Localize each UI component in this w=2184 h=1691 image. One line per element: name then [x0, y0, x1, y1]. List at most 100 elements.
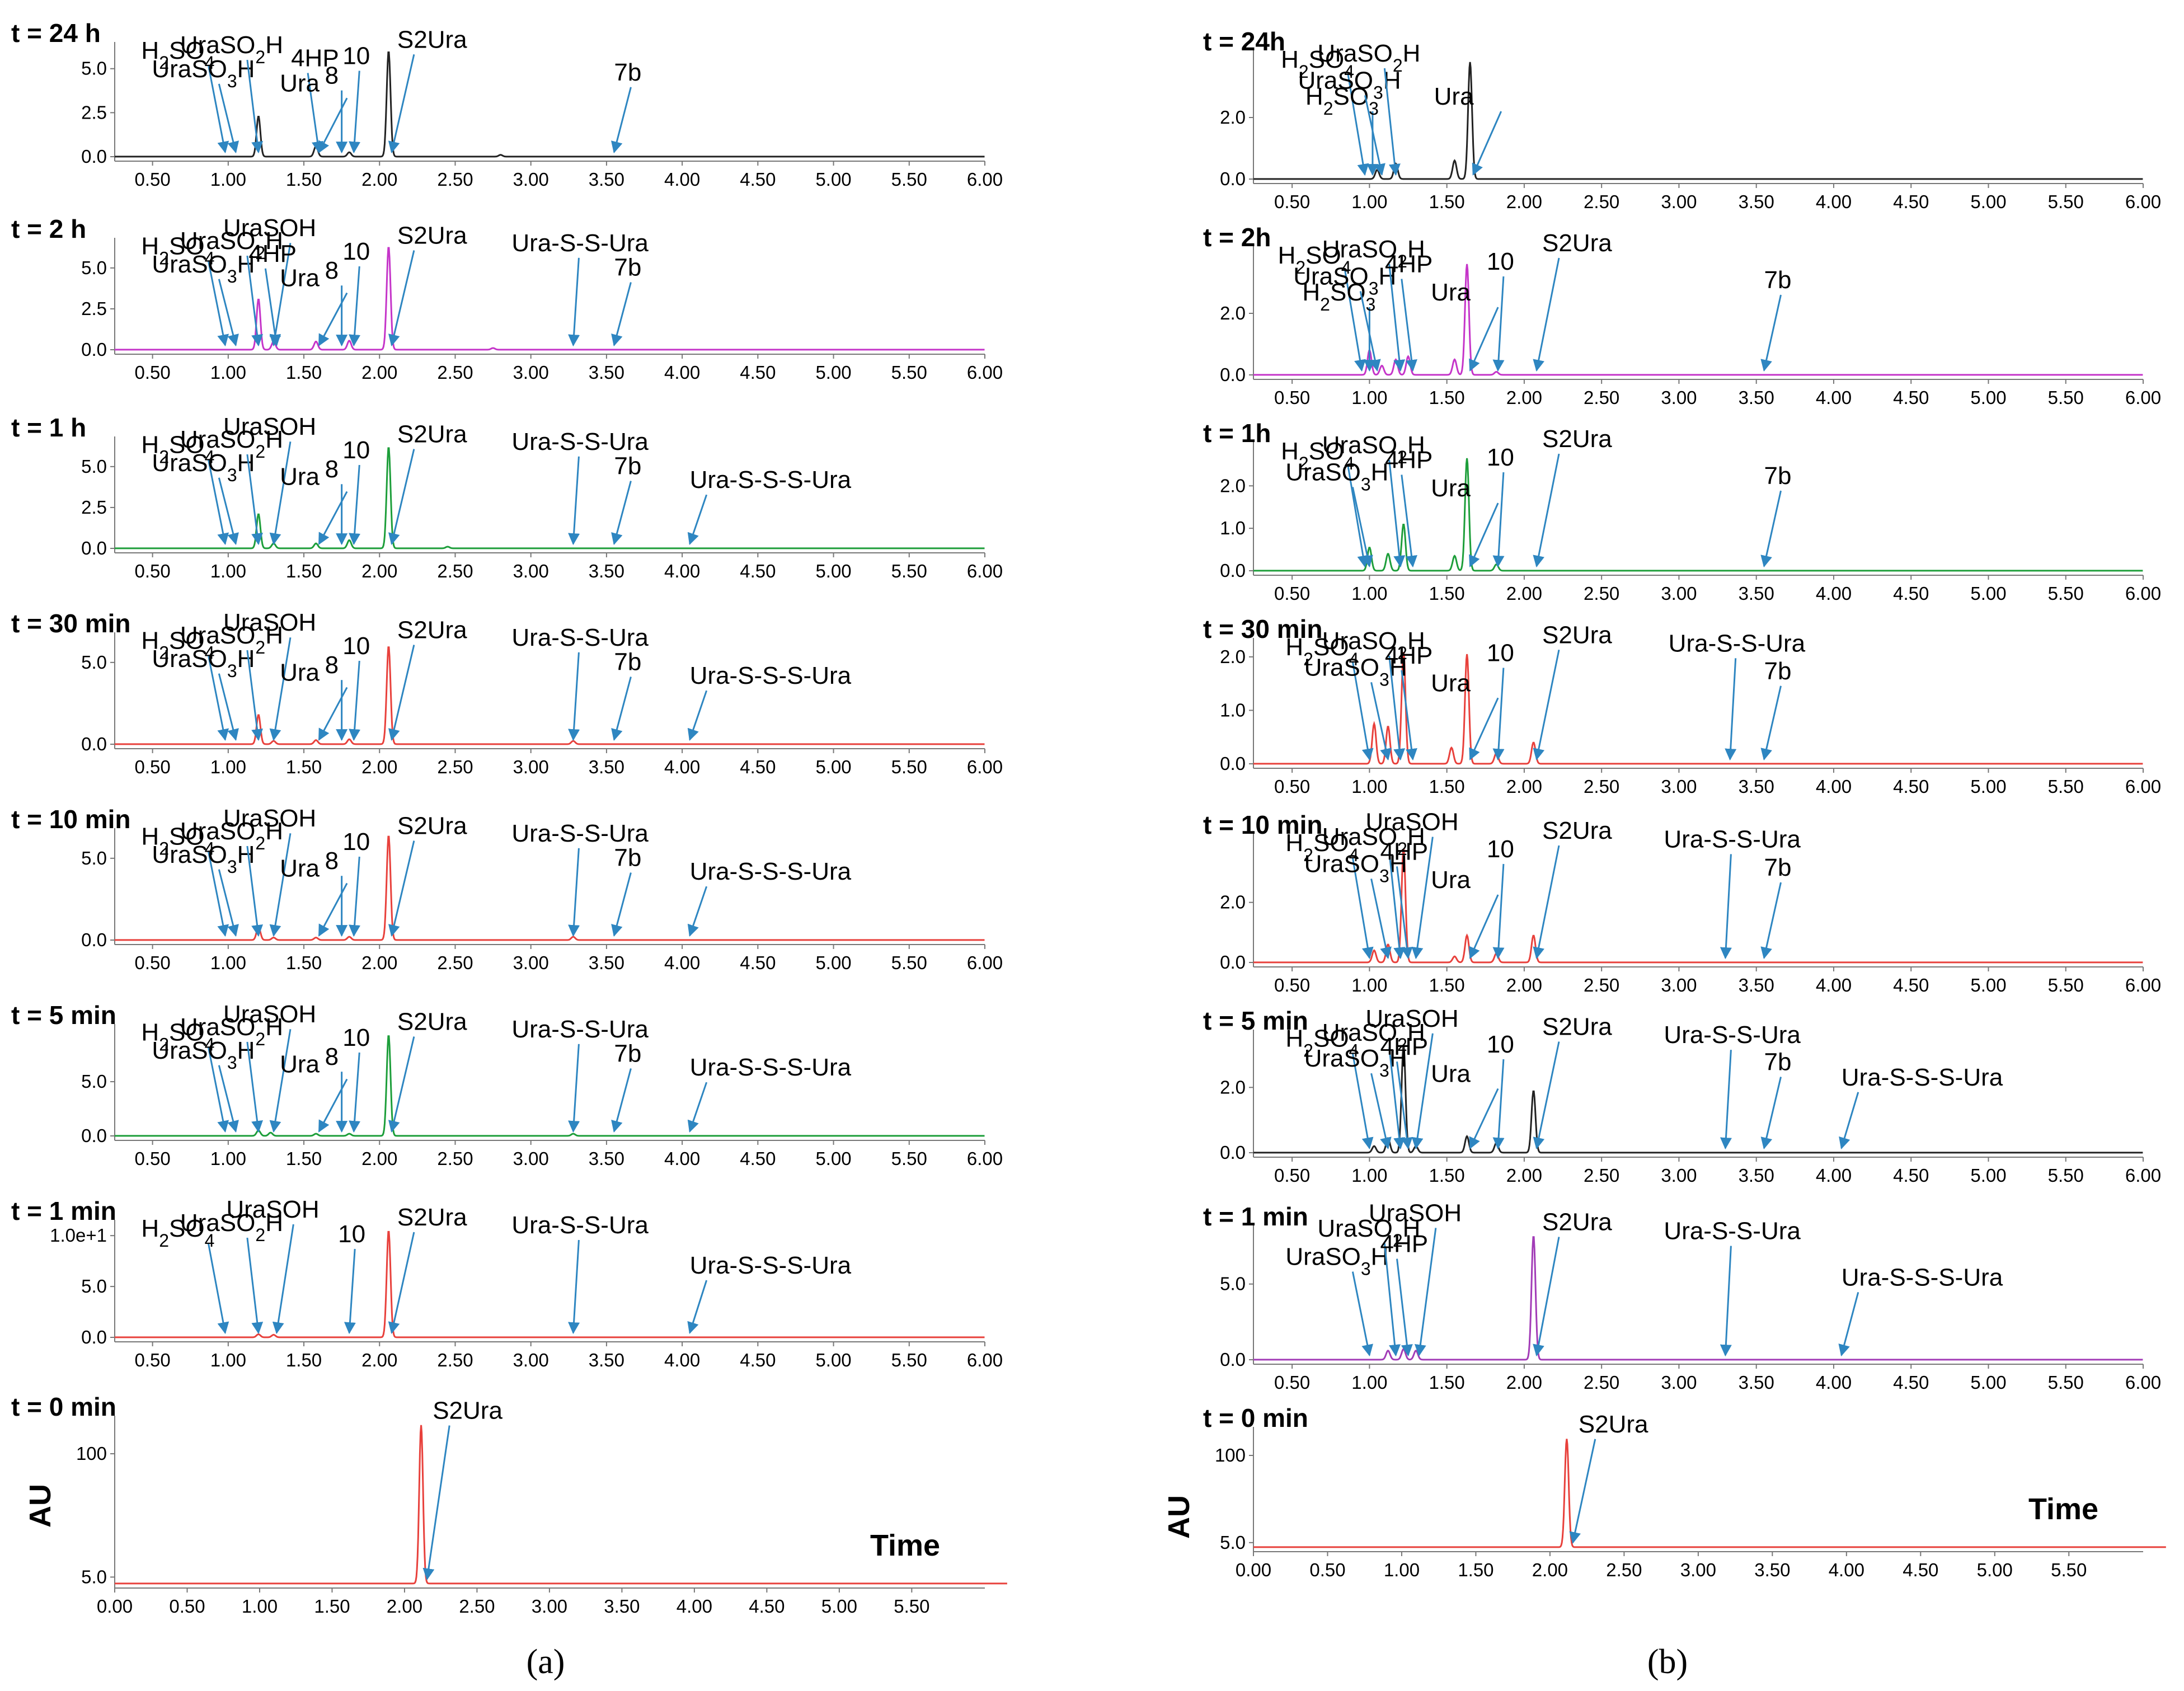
annotation-arrow [687, 1280, 708, 1335]
annotation-arrow [246, 255, 263, 347]
annotation-arrow [349, 71, 361, 154]
peak-label: UraSOH [226, 1196, 319, 1223]
annotation-arrow [246, 650, 263, 741]
peak-label: Ura [1434, 83, 1474, 110]
peak-label: Ura-S-S-S-Ura [690, 662, 852, 689]
x-tick-label: 4.00 [1816, 583, 1852, 604]
peak-label: Ura [280, 855, 320, 882]
annotation-arrow [388, 54, 415, 154]
peak-label: UraSO3H [152, 645, 255, 681]
annotation-arrow [269, 242, 292, 347]
x-tick-label: 1.00 [242, 1596, 278, 1617]
x-tick-label: 6.00 [967, 952, 1003, 973]
annotation-arrow [349, 464, 361, 546]
peak-label: Ura [1431, 866, 1471, 894]
peak-label: 8 [325, 1043, 339, 1070]
peak-label: Ura [280, 659, 320, 687]
annotation-arrow [349, 856, 361, 937]
peak-label: S2Ura [397, 222, 467, 250]
x-tick-label: 6.00 [2125, 191, 2161, 212]
x-tick-label: 2.00 [361, 1148, 397, 1169]
peak-label: 7b [1764, 854, 1792, 881]
annotation-arrow [1760, 882, 1782, 960]
x-tick-label: 4.50 [740, 1350, 776, 1370]
x-tick-label: 4.50 [1893, 776, 1929, 797]
y-tick-label: 5.0 [81, 456, 107, 477]
y-tick-label: 2.0 [1220, 892, 1246, 913]
x-tick-label: 2.50 [1584, 191, 1619, 212]
x-tick-label: 4.00 [664, 362, 700, 383]
x-tick-label: 1.50 [286, 952, 322, 973]
annotation-arrow [422, 1425, 450, 1581]
x-tick-label: 3.50 [1739, 387, 1774, 408]
annotation-arrow [1492, 863, 1505, 960]
peak-label: Ura-S-S-Ura [1664, 1021, 1801, 1049]
annotation-arrow [1401, 279, 1417, 372]
x-tick-label: 5.50 [891, 757, 927, 777]
panel-title: t = 2h [1203, 223, 1271, 252]
x-tick-label: 4.50 [740, 169, 776, 190]
annotation-arrow [1492, 1059, 1505, 1150]
x-tick-label: 1.00 [1351, 776, 1387, 797]
peak-label: 10 [342, 436, 370, 464]
annotation-arrow [1469, 697, 1499, 760]
peak-label: Ura-S-S-Ura [511, 1211, 649, 1239]
y-tick-label: 0.0 [81, 1327, 107, 1347]
annotation-arrow [246, 1041, 263, 1133]
peak-label: UraSO2H [180, 426, 283, 462]
annotation-arrow [1347, 74, 1369, 176]
annotation-arrow [246, 1237, 264, 1335]
annotation-arrow [349, 266, 361, 347]
x-tick-label: 1.00 [1351, 583, 1387, 604]
annotation-arrow [1760, 490, 1782, 568]
x-tick-label: 0.50 [1274, 1372, 1310, 1393]
x-tick-label: 5.00 [815, 757, 851, 777]
x-tick-label: 3.00 [513, 757, 549, 777]
x-tick-label: 1.50 [286, 1148, 322, 1169]
annotation-arrow [318, 1078, 348, 1133]
x-tick-label: 1.00 [210, 1148, 246, 1169]
y-tick-label: 0.0 [81, 538, 107, 558]
annotation-arrow [318, 687, 348, 741]
x-tick-label: 5.00 [815, 362, 851, 383]
x-tick-label: 4.50 [740, 757, 776, 777]
annotation-arrow [1411, 1033, 1434, 1150]
annotation-arrow [207, 459, 229, 546]
peak-label: UraSOH [223, 609, 316, 636]
x-tick-label: 1.50 [286, 1350, 322, 1370]
peak-label: 8 [325, 257, 339, 284]
x-tick-label: 3.50 [1739, 1372, 1774, 1393]
annotation-arrow [1720, 1050, 1732, 1150]
x-tick-label: 2.50 [1584, 776, 1619, 797]
x-tick-label: 3.50 [1739, 583, 1774, 604]
peak-label: UraSO2H [1322, 823, 1425, 859]
annotation-arrow [1383, 68, 1401, 176]
peak-label: 4HP [1385, 446, 1433, 473]
annotation-arrow [1492, 276, 1505, 372]
x-tick-label: 0.50 [169, 1596, 205, 1617]
peak-label: H2SO4 [1281, 46, 1354, 82]
x-tick-label: 3.00 [532, 1596, 567, 1617]
x-tick-label: 3.00 [513, 1350, 549, 1370]
annotation-arrow [207, 261, 229, 347]
y-tick-label: 0.0 [1220, 1142, 1246, 1163]
x-tick-label: 2.50 [437, 757, 473, 777]
x-tick-label: 3.00 [513, 169, 549, 190]
peak-label: H2SO4 [141, 233, 214, 269]
x-tick-label: 4.00 [677, 1596, 712, 1617]
panel-title: t = 5 min [11, 1000, 116, 1030]
annotation-arrow [218, 673, 239, 741]
chromatogram-trace [115, 51, 985, 158]
peak-label: UraSO3H [1304, 850, 1407, 886]
panel-b-6: t = 1 min 0.0 5.0 0.50 1.00 1.50 2.00 2.50 3.00 3… [1203, 1199, 2161, 1393]
chromatogram-trace [115, 447, 985, 549]
x-tick-label: 4.00 [664, 1350, 700, 1370]
peak-label: 7b [1764, 266, 1792, 294]
peak-label: S2Ura [397, 26, 467, 53]
peak-label: S2Ura [1542, 817, 1612, 844]
annotation-arrow [207, 655, 229, 741]
annotation-arrow [264, 268, 281, 347]
annotation-arrow [568, 652, 580, 741]
peak-label: 4HP [1380, 838, 1429, 865]
chromatogram-trace [1253, 458, 2143, 572]
